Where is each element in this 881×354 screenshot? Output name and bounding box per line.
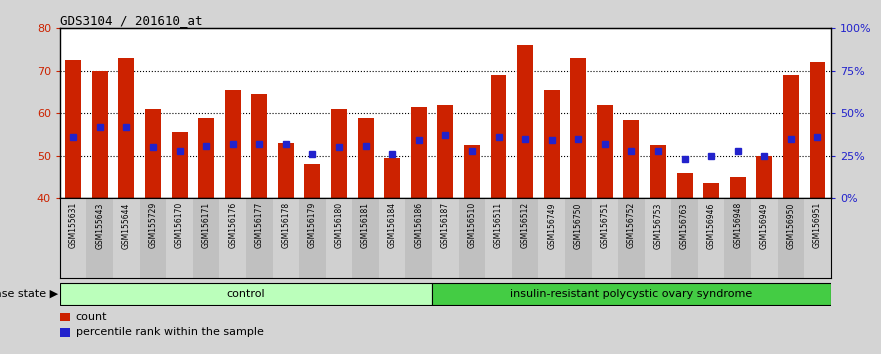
Bar [618,198,645,278]
Bar [60,328,70,337]
Bar [757,156,773,198]
Bar [751,198,778,278]
Text: GSM156171: GSM156171 [202,202,211,249]
Bar [305,164,321,198]
Text: GSM156751: GSM156751 [600,202,610,249]
Bar [645,198,671,278]
Bar [703,183,719,198]
Bar [118,58,134,198]
Text: disease state ▶: disease state ▶ [0,289,58,299]
Bar [671,198,698,278]
Bar [140,198,167,278]
Bar [677,173,692,198]
Text: GSM156752: GSM156752 [627,202,636,249]
Bar [145,109,161,198]
Text: GSM155631: GSM155631 [69,202,78,249]
Bar [60,313,70,321]
Text: GSM156180: GSM156180 [335,202,344,249]
Text: GSM156187: GSM156187 [440,202,450,249]
Text: control: control [226,289,265,299]
Text: GSM156511: GSM156511 [494,202,503,249]
Text: GSM155643: GSM155643 [95,202,104,249]
Bar [724,198,751,278]
Bar [86,198,113,278]
Bar [411,107,426,198]
Bar [167,198,193,278]
Text: GSM156951: GSM156951 [813,202,822,249]
Text: GSM156170: GSM156170 [175,202,184,249]
Text: GSM156753: GSM156753 [654,202,663,249]
Text: GSM156512: GSM156512 [521,202,529,249]
Bar [113,198,140,278]
Bar [459,198,485,278]
Bar [225,90,241,198]
Bar [437,105,454,198]
Bar [538,198,565,278]
Bar [591,198,618,278]
Text: GSM156177: GSM156177 [255,202,263,249]
Text: GSM155644: GSM155644 [122,202,131,249]
Bar [778,198,804,278]
Bar [326,198,352,278]
Text: GSM156948: GSM156948 [733,202,743,249]
Bar [783,75,799,198]
Bar [624,120,640,198]
Bar [804,198,831,278]
Bar [491,75,507,198]
Bar [565,198,591,278]
Bar [570,58,586,198]
Bar [698,198,724,278]
Bar [384,158,400,198]
Bar [432,282,831,305]
Text: GSM156510: GSM156510 [468,202,477,249]
Bar [300,198,326,278]
Text: GDS3104 / 201610_at: GDS3104 / 201610_at [60,14,203,27]
Text: GSM156184: GSM156184 [388,202,396,249]
Text: count: count [76,312,107,322]
Bar [92,71,107,198]
Text: GSM156946: GSM156946 [707,202,715,249]
Text: GSM156176: GSM156176 [228,202,237,249]
Bar [65,60,81,198]
Bar [60,198,86,278]
Text: insulin-resistant polycystic ovary syndrome: insulin-resistant polycystic ovary syndr… [510,289,752,299]
Bar [650,145,666,198]
Bar [596,105,613,198]
Bar [272,198,300,278]
Text: GSM156186: GSM156186 [414,202,423,249]
Bar [278,143,294,198]
Bar [172,132,188,198]
Bar [331,109,347,198]
Bar [193,198,219,278]
Text: GSM156179: GSM156179 [308,202,317,249]
Bar [60,282,432,305]
Bar [432,198,459,278]
Text: GSM156763: GSM156763 [680,202,689,249]
Text: GSM156949: GSM156949 [759,202,769,249]
Bar [512,198,538,278]
Bar [405,198,432,278]
Bar [198,118,214,198]
Text: GSM156749: GSM156749 [547,202,556,249]
Text: percentile rank within the sample: percentile rank within the sample [76,327,263,337]
Bar [379,198,405,278]
Text: GSM155729: GSM155729 [148,202,158,249]
Bar [464,145,480,198]
Bar [358,118,374,198]
Text: GSM156181: GSM156181 [361,202,370,248]
Bar [729,177,745,198]
Bar [517,45,533,198]
Bar [219,198,246,278]
Bar [544,90,559,198]
Bar [251,94,267,198]
Bar [485,198,512,278]
Bar [352,198,379,278]
Text: GSM156178: GSM156178 [281,202,291,249]
Text: GSM156750: GSM156750 [574,202,582,249]
Bar [810,62,825,198]
Bar [246,198,272,278]
Text: GSM156950: GSM156950 [787,202,796,249]
